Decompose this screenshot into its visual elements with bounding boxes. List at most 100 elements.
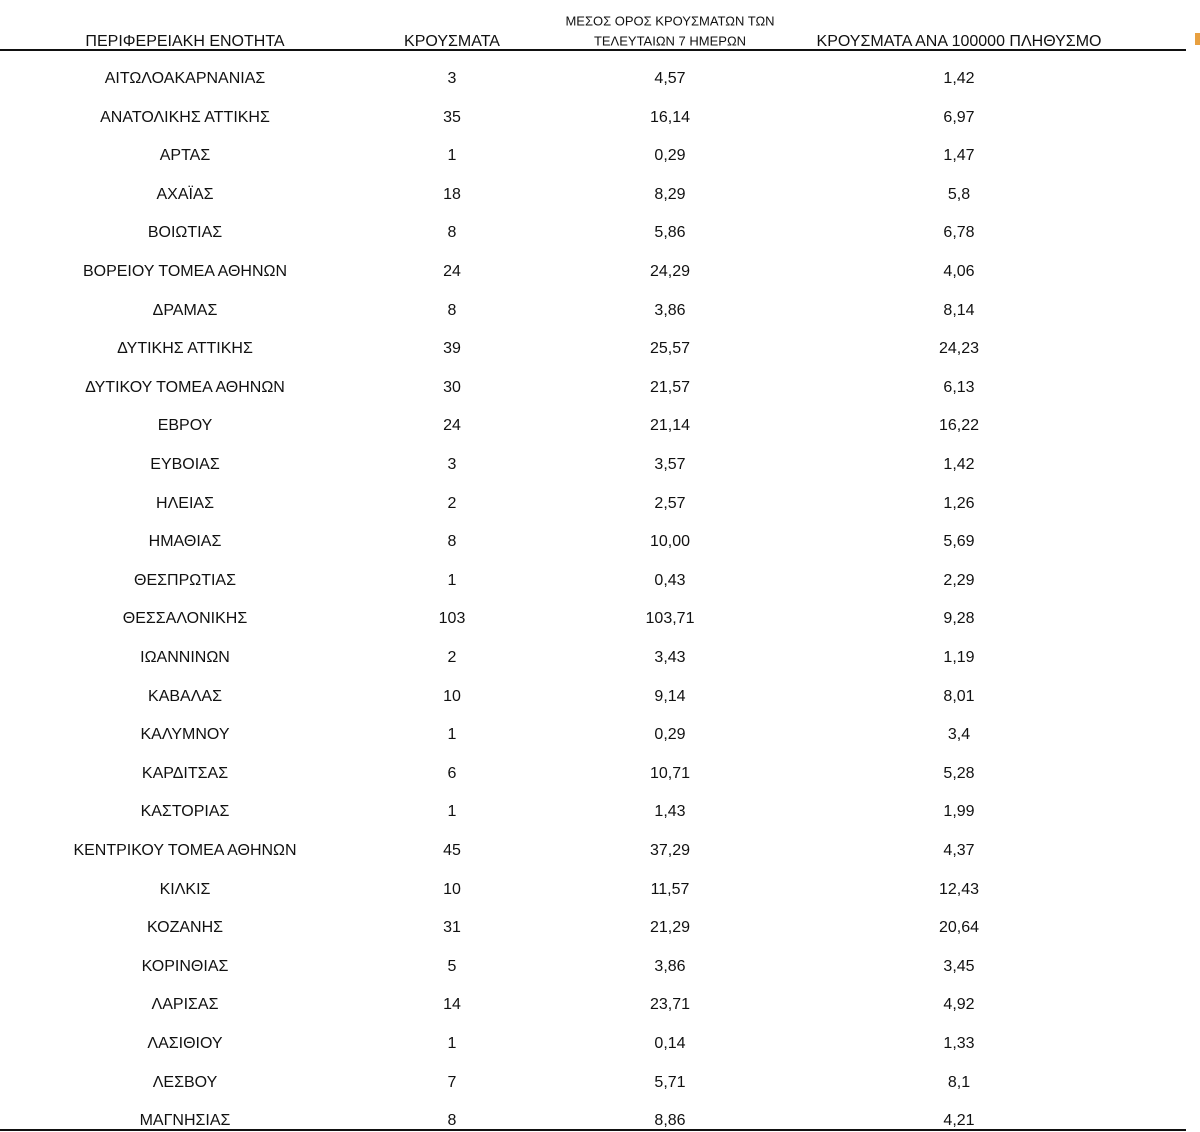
- region-cell: ΔΡΑΜΑΣ: [152, 301, 218, 319]
- edge-mark: [1195, 33, 1200, 45]
- value-cell: 21,14: [649, 417, 691, 435]
- region-cell: ΛΕΣΒΟΥ: [152, 1073, 218, 1091]
- value-cell: 9,28: [943, 610, 975, 628]
- header-cell: ΤΕΛΕΥΤΑΙΩΝ 7 ΗΜΕΡΩΝ: [593, 33, 747, 49]
- region-cell: ΔΥΤΙΚΟΥ ΤΟΜΕΑ ΑΘΗΝΩΝ: [85, 378, 285, 396]
- bottom-rule: [0, 1129, 1186, 1131]
- region-cell: ΜΑΓΝΗΣΙΑΣ: [139, 1112, 231, 1130]
- value-cell: 6,97: [943, 108, 975, 126]
- value-cell: 1: [447, 726, 457, 744]
- value-cell: 2: [447, 649, 457, 666]
- value-cell: 4,21: [943, 1112, 975, 1130]
- value-cell: 18: [443, 185, 461, 203]
- value-cell: 8: [447, 533, 457, 551]
- value-cell: 6,13: [943, 378, 975, 396]
- value-cell: 1,47: [943, 147, 975, 165]
- value-cell: 11,57: [650, 880, 690, 898]
- value-cell: 3,86: [654, 957, 686, 975]
- value-cell: 12,43: [938, 880, 980, 898]
- value-cell: 5: [447, 957, 457, 975]
- value-cell: 5,28: [943, 764, 975, 782]
- region-cell: ΑΧΑΪΑΣ: [156, 185, 214, 203]
- value-cell: 1: [447, 803, 457, 821]
- value-cell: 6: [447, 764, 457, 782]
- value-cell: 10,71: [649, 764, 691, 782]
- region-cell: ΒΟΙΩΤΙΑΣ: [147, 224, 223, 242]
- value-cell: 24: [443, 263, 461, 280]
- value-cell: 5,69: [943, 533, 975, 551]
- value-cell: 8,1: [947, 1073, 971, 1091]
- header-cell: ΚΡΟΥΣΜΑΤΑ: [404, 33, 500, 50]
- value-cell: 1: [447, 147, 457, 165]
- value-cell: 4,92: [943, 996, 975, 1014]
- value-cell: 8,86: [654, 1112, 686, 1130]
- value-cell: 0,43: [654, 571, 686, 589]
- value-cell: 3: [447, 70, 457, 87]
- region-cell: ΕΥΒΟΙΑΣ: [150, 456, 220, 473]
- value-cell: 1,33: [943, 1035, 975, 1052]
- value-cell: 6,78: [943, 224, 975, 242]
- value-cell: 7: [447, 1073, 457, 1091]
- value-cell: 1,42: [943, 70, 975, 87]
- value-cell: 31: [443, 919, 461, 937]
- value-cell: 1: [447, 571, 457, 589]
- value-cell: 5,86: [654, 224, 686, 242]
- value-cell: 45: [443, 842, 461, 859]
- value-cell: 14: [443, 996, 461, 1014]
- value-cell: 3,45: [943, 957, 975, 975]
- value-cell: 9,14: [654, 687, 686, 705]
- region-cell: ΔΥΤΙΚΗΣ ΑΤΤΙΚΗΣ: [117, 340, 253, 358]
- value-cell: 3,43: [654, 649, 686, 666]
- value-cell: 21,29: [649, 919, 691, 937]
- region-cell: ΑΝΑΤΟΛΙΚΗΣ ΑΤΤΙΚΗΣ: [100, 108, 270, 126]
- region-cell: ΚΑΛΥΜΝΟΥ: [140, 726, 230, 744]
- value-cell: 3,57: [654, 456, 686, 473]
- value-cell: 23,71: [649, 996, 691, 1014]
- value-cell: 1,99: [943, 803, 975, 821]
- value-cell: 5,71: [654, 1073, 686, 1091]
- region-cell: ΘΕΣΠΡΩΤΙΑΣ: [134, 571, 236, 589]
- region-cell: ΛΑΣΙΘΙΟΥ: [147, 1035, 223, 1052]
- value-cell: 8,01: [943, 687, 975, 705]
- value-cell: 10: [443, 880, 461, 898]
- value-cell: 8: [447, 224, 457, 242]
- header-cell: ΜΕΣΟΣ ΟΡΟΣ ΚΡΟΥΣΜΑΤΩΝ ΤΩΝ: [565, 13, 775, 29]
- value-cell: 35: [443, 108, 461, 126]
- value-cell: 3: [447, 456, 457, 473]
- region-cell: ΚΙΛΚΙΣ: [159, 880, 211, 898]
- region-cell: ΚΑΒΑΛΑΣ: [148, 687, 222, 705]
- region-cell: ΑΙΤΩΛΟΑΚΑΡΝΑΝΙΑΣ: [104, 70, 266, 87]
- value-cell: 39: [443, 340, 461, 358]
- value-cell: 8: [447, 301, 457, 319]
- value-cell: 4,37: [943, 842, 975, 859]
- region-cell: ΚΟΡΙΝΘΙΑΣ: [141, 957, 229, 975]
- header-cell: ΚΡΟΥΣΜΑΤΑ ΑΝΑ 100000 ΠΛΗΘΥΣΜΟ: [816, 33, 1102, 50]
- value-cell: 24: [443, 417, 461, 435]
- value-cell: 103,71: [645, 610, 695, 628]
- value-cell: 10: [443, 687, 461, 705]
- value-cell: 0,29: [654, 147, 686, 165]
- value-cell: 0,14: [654, 1035, 686, 1052]
- value-cell: 16,14: [649, 108, 691, 126]
- value-cell: 16,22: [938, 417, 980, 435]
- header-rule: [0, 49, 1186, 51]
- value-cell: 3,86: [654, 301, 686, 319]
- value-cell: 37,29: [649, 842, 691, 859]
- value-cell: 25,57: [649, 340, 691, 358]
- region-cell: ΚΑΡΔΙΤΣΑΣ: [141, 764, 229, 782]
- value-cell: 1: [447, 1035, 457, 1052]
- value-cell: 2: [447, 494, 457, 512]
- region-cell: ΗΜΑΘΙΑΣ: [148, 533, 222, 551]
- value-cell: 1,19: [943, 649, 975, 666]
- value-cell: 8,29: [654, 185, 686, 203]
- value-cell: 103: [438, 610, 466, 628]
- region-cell: ΚΟΖΑΝΗΣ: [146, 919, 224, 937]
- value-cell: 8,14: [943, 301, 975, 319]
- value-cell: 20,64: [938, 919, 980, 937]
- header-cell: ΠΕΡΙΦΕΡΕΙΑΚΗ ΕΝΟΤΗΤΑ: [85, 33, 285, 50]
- value-cell: 2,29: [943, 571, 975, 589]
- value-cell: 0,29: [654, 726, 686, 744]
- region-cell: ΙΩΑΝΝΙΝΩΝ: [140, 649, 230, 666]
- region-cell: ΒΟΡΕΙΟΥ ΤΟΜΕΑ ΑΘΗΝΩΝ: [82, 263, 288, 280]
